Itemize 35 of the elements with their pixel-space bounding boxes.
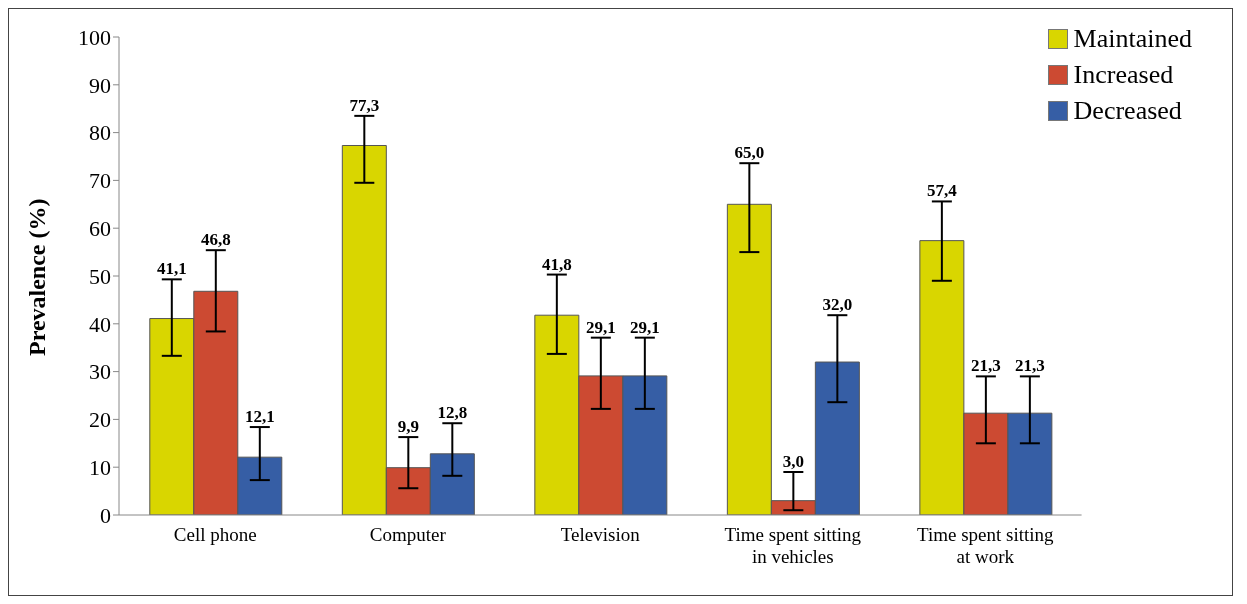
y-tick-label: 50 <box>89 263 111 289</box>
data-label: 65,0 <box>734 143 765 163</box>
y-tick-label: 100 <box>78 24 111 50</box>
y-tick-label: 80 <box>89 120 111 146</box>
y-tick-label: 30 <box>89 359 111 385</box>
data-label: 29,1 <box>585 317 616 337</box>
data-label: 77,3 <box>349 95 380 115</box>
x-tick-label: Computer <box>369 524 447 545</box>
legend-label: Decreased <box>1073 95 1182 127</box>
y-tick-label: 40 <box>89 311 111 337</box>
data-label: 9,9 <box>397 417 419 437</box>
data-label: 46,8 <box>200 230 231 250</box>
x-tick-label: Cell phone <box>173 524 257 545</box>
y-axis-title: Prevalence (%) <box>23 198 50 356</box>
legend-label: Maintained <box>1073 23 1192 55</box>
y-tick-label: 70 <box>89 168 111 194</box>
data-label: 3,0 <box>782 451 804 471</box>
legend-label: Increased <box>1073 59 1174 91</box>
data-label: 41,8 <box>541 254 572 274</box>
y-tick-label: 20 <box>89 407 111 433</box>
data-label: 21,3 <box>970 356 1001 376</box>
y-tick-label: 0 <box>100 502 111 528</box>
y-tick-label: 60 <box>89 216 111 242</box>
data-label: 41,1 <box>156 259 187 279</box>
x-tick-label: Television <box>560 524 641 545</box>
data-label: 12,1 <box>244 407 275 427</box>
y-tick-label: 90 <box>89 72 111 98</box>
data-label: 29,1 <box>629 317 660 337</box>
data-label: 21,3 <box>1014 356 1045 376</box>
x-tick-label: Time spent sitting at work <box>917 524 1055 567</box>
y-tick-label: 10 <box>89 455 111 481</box>
data-label: 12,8 <box>437 403 468 423</box>
data-label: 57,4 <box>926 181 958 201</box>
x-tick-label: Time spent sitting in vehicles <box>724 524 862 567</box>
data-label: 32,0 <box>822 295 853 315</box>
